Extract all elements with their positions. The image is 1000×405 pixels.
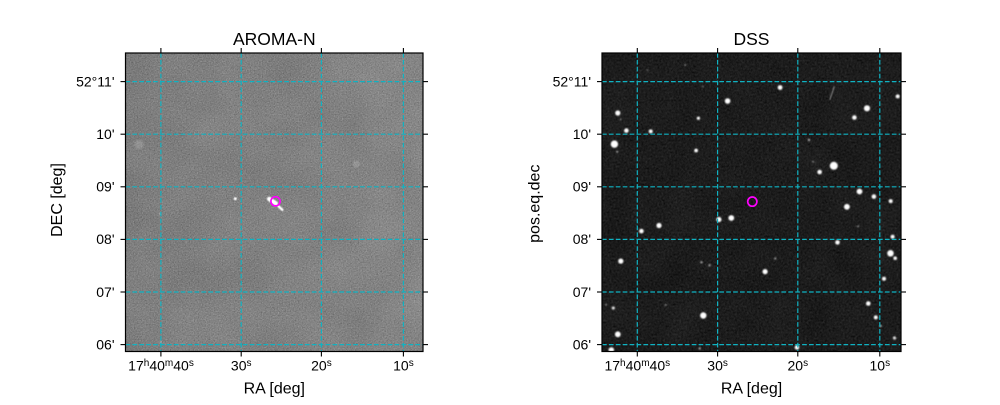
svg-text:52°11': 52°11' bbox=[76, 73, 114, 89]
svg-text:07': 07' bbox=[573, 284, 591, 300]
svg-text:30s: 30s bbox=[707, 358, 728, 374]
svg-text:30s: 30s bbox=[231, 358, 252, 374]
svg-text:RA [deg]: RA [deg] bbox=[721, 381, 782, 398]
svg-text:07': 07' bbox=[96, 284, 114, 300]
svg-text:10': 10' bbox=[573, 126, 591, 142]
svg-text:DSS: DSS bbox=[734, 29, 770, 49]
svg-text:52°11': 52°11' bbox=[553, 73, 591, 89]
svg-text:08': 08' bbox=[573, 231, 591, 247]
svg-text:06': 06' bbox=[573, 336, 591, 352]
svg-text:10': 10' bbox=[96, 126, 114, 142]
svg-text:09': 09' bbox=[573, 179, 591, 195]
svg-text:20s: 20s bbox=[311, 358, 332, 374]
svg-text:08': 08' bbox=[96, 231, 114, 247]
svg-text:RA [deg]: RA [deg] bbox=[244, 381, 305, 398]
svg-text:AROMA-N: AROMA-N bbox=[233, 29, 316, 49]
svg-text:20s: 20s bbox=[788, 358, 809, 374]
svg-text:10s: 10s bbox=[870, 358, 891, 374]
svg-text:06': 06' bbox=[96, 336, 114, 352]
svg-text:09': 09' bbox=[96, 179, 114, 195]
svg-text:DEC [deg]: DEC [deg] bbox=[49, 163, 66, 237]
svg-text:17h40m40s: 17h40m40s bbox=[128, 358, 194, 374]
svg-text:10s: 10s bbox=[393, 358, 414, 374]
svg-text:pos.eq.dec: pos.eq.dec bbox=[527, 165, 544, 243]
svg-text:17h40m40s: 17h40m40s bbox=[604, 358, 670, 374]
